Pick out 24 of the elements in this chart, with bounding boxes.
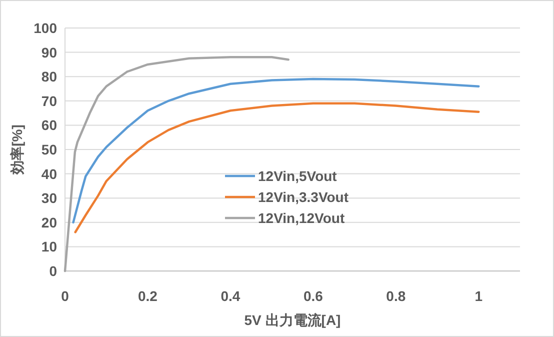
y-tick-label: 70 — [41, 92, 58, 109]
x-tick-label: 0.4 — [220, 288, 240, 304]
line-series — [74, 102, 480, 234]
y-tick-label: 10 — [41, 238, 58, 255]
x-tick-label: 0.6 — [303, 288, 324, 304]
y-axis-title: 効率[%] — [9, 124, 25, 176]
y-tick-label: 0 — [49, 263, 58, 279]
y-tick-label: 30 — [41, 190, 58, 206]
x-tick-label: 1 — [474, 288, 483, 304]
line-series — [72, 78, 480, 224]
x-tick-label: 0 — [61, 288, 70, 304]
y-tick-label: 90 — [41, 44, 58, 60]
y-tick-label: 100 — [34, 20, 58, 36]
y-tick-label: 40 — [41, 166, 58, 182]
x-axis-title: 5V 出力電流[A] — [244, 312, 341, 328]
y-tick-label: 60 — [41, 117, 58, 134]
x-tick-label: 0.2 — [138, 288, 158, 304]
x-tick-label: 0.8 — [386, 288, 406, 304]
y-tick-label: 20 — [41, 214, 58, 230]
legend-label: 12Vin,3.3Vout — [258, 189, 349, 205]
legend-label: 12Vin,5Vout — [258, 168, 338, 184]
y-tick-label: 80 — [41, 68, 58, 85]
legend-label: 12Vin,12Vout — [258, 210, 345, 226]
y-tick-label: 50 — [41, 142, 58, 158]
